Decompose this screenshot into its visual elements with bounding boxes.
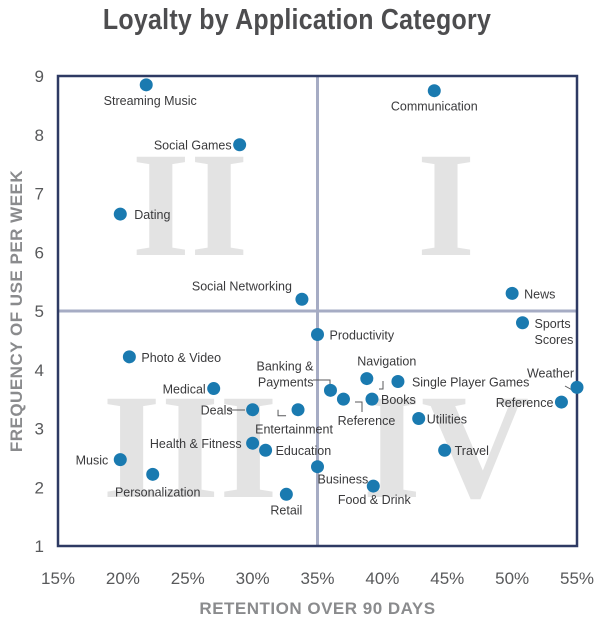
point-label: Social Networking — [192, 279, 292, 293]
point-label: Deals — [201, 404, 233, 418]
data-point — [360, 372, 374, 386]
x-tick-label: 40% — [365, 569, 399, 588]
data-point — [366, 479, 380, 493]
point-label: Food & Drink — [338, 493, 412, 507]
point-label: Travel — [455, 444, 489, 458]
point-label: Banking & Payments — [256, 359, 314, 389]
point-label: Retail — [270, 503, 302, 517]
data-point — [139, 78, 153, 92]
point-label: Medical — [163, 383, 206, 397]
point-label: Health & Fitness — [150, 437, 242, 451]
point-label: Communication — [391, 100, 478, 114]
y-tick-label: 7 — [35, 185, 44, 204]
point-label: Social Games — [154, 139, 232, 153]
y-tick-label: 8 — [35, 126, 44, 145]
data-point — [233, 138, 247, 152]
point-label: Photo & Video — [141, 351, 221, 365]
data-point — [113, 207, 127, 221]
quadrant-label: II — [132, 122, 249, 288]
x-tick-label: 20% — [106, 569, 140, 588]
y-axis-label: FREQUENCY OF USE PER WEEK — [7, 170, 26, 453]
point-label: Music — [76, 454, 109, 468]
data-point — [113, 453, 127, 467]
data-point — [516, 316, 530, 330]
x-axis-label: RETENTION OVER 90 DAYS — [199, 599, 435, 618]
plot-frame — [56, 74, 579, 548]
data-point — [291, 403, 305, 417]
data-point — [554, 395, 568, 409]
data-point — [259, 443, 273, 457]
point-label: Navigation — [357, 355, 416, 369]
point-label: Dating — [134, 208, 170, 222]
data-point — [311, 328, 324, 341]
point-label: Weather — [527, 366, 574, 380]
data-point — [207, 382, 221, 396]
point-label: Utilities — [427, 413, 467, 427]
data-point — [391, 375, 405, 388]
point-label: Streaming Music — [104, 94, 197, 108]
x-tick-label: 55% — [560, 569, 594, 588]
data-point — [295, 292, 309, 306]
point-label: Education — [276, 444, 332, 458]
y-tick-label: 4 — [35, 361, 44, 380]
point-label: Books — [381, 393, 416, 407]
x-tick-label: 45% — [430, 569, 464, 588]
point-label: Reference — [496, 396, 554, 410]
data-point — [122, 350, 136, 364]
quadrant-label: I — [417, 122, 475, 288]
data-point — [311, 460, 324, 474]
leader-line — [355, 401, 363, 412]
data-point — [336, 392, 350, 406]
point-label: Single Player Games — [412, 376, 529, 390]
x-tick-label: 35% — [300, 569, 334, 588]
y-tick-label: 9 — [35, 67, 44, 86]
x-tick-label: 25% — [171, 569, 205, 588]
data-point — [246, 436, 260, 450]
point-label: Sports Scores — [535, 317, 574, 347]
point-labels: Streaming Music Communication Social Games… — [76, 94, 574, 517]
data-points — [113, 78, 584, 501]
y-tick-label: 6 — [35, 243, 44, 262]
y-tick-label: 2 — [35, 478, 44, 497]
data-point — [279, 487, 293, 501]
data-point — [412, 412, 426, 426]
point-label: Productivity — [330, 329, 395, 343]
data-point — [323, 383, 337, 397]
data-point — [570, 380, 584, 394]
chart-title: Loyalty by Application Category — [102, 4, 492, 36]
x-tick-label: 50% — [495, 569, 529, 588]
point-label: Personalization — [115, 485, 201, 499]
y-tick-label: 5 — [35, 302, 44, 321]
x-tick-label: 15% — [41, 569, 75, 588]
point-label: Business — [318, 473, 369, 487]
data-point — [146, 467, 160, 481]
leader-line — [379, 381, 384, 390]
data-point — [505, 286, 519, 300]
data-point — [365, 392, 379, 406]
y-tick-label: 1 — [35, 537, 44, 556]
data-point — [438, 443, 452, 457]
y-tick-label: 3 — [35, 420, 44, 439]
point-label: News — [524, 287, 555, 301]
point-label: Entertainment — [255, 423, 333, 437]
x-tick-label: 30% — [236, 569, 270, 588]
point-label: Reference — [338, 414, 396, 428]
axis-ticks: 15% 20% 25% 30% 35% 40% 45% 50% 55% 1 2 3 4 5 6 7 8 9 — [35, 67, 594, 588]
leader-line — [277, 409, 287, 417]
data-point — [427, 84, 441, 98]
data-point — [246, 403, 260, 417]
